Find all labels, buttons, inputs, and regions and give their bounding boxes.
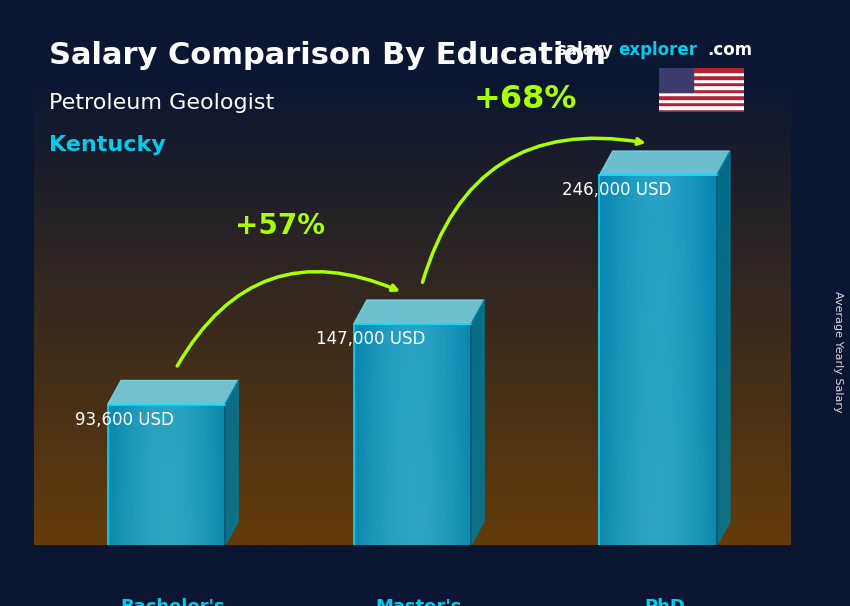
Polygon shape	[225, 381, 238, 545]
Text: Petroleum Geologist: Petroleum Geologist	[49, 93, 275, 113]
Text: Master's
Degree: Master's Degree	[376, 598, 462, 606]
Polygon shape	[599, 151, 730, 175]
Text: explorer: explorer	[618, 41, 697, 59]
Text: Average Yearly Salary: Average Yearly Salary	[833, 291, 843, 412]
Bar	[659, 79, 744, 82]
Text: +68%: +68%	[474, 84, 577, 115]
Text: 147,000 USD: 147,000 USD	[316, 330, 425, 348]
Text: 246,000 USD: 246,000 USD	[562, 181, 672, 199]
Text: .com: .com	[707, 41, 752, 59]
Bar	[659, 68, 744, 72]
Polygon shape	[108, 381, 238, 405]
Bar	[659, 72, 744, 75]
Bar	[659, 99, 744, 102]
Bar	[659, 105, 744, 108]
Text: Kentucky: Kentucky	[49, 135, 166, 155]
Text: +57%: +57%	[235, 212, 325, 241]
Bar	[659, 85, 744, 88]
Polygon shape	[354, 300, 484, 324]
Bar	[659, 108, 744, 112]
Bar	[659, 102, 744, 105]
Bar	[659, 75, 744, 79]
Bar	[659, 68, 693, 92]
Bar	[659, 95, 744, 99]
Bar	[659, 88, 744, 92]
Polygon shape	[471, 300, 484, 545]
Text: Bachelor's
Degree: Bachelor's Degree	[121, 598, 225, 606]
Polygon shape	[717, 151, 730, 545]
Text: PhD: PhD	[644, 598, 685, 606]
Text: salary: salary	[556, 41, 613, 59]
Text: Salary Comparison By Education: Salary Comparison By Education	[49, 41, 606, 70]
Bar	[659, 92, 744, 95]
Bar	[659, 82, 744, 85]
Text: 93,600 USD: 93,600 USD	[76, 411, 174, 428]
